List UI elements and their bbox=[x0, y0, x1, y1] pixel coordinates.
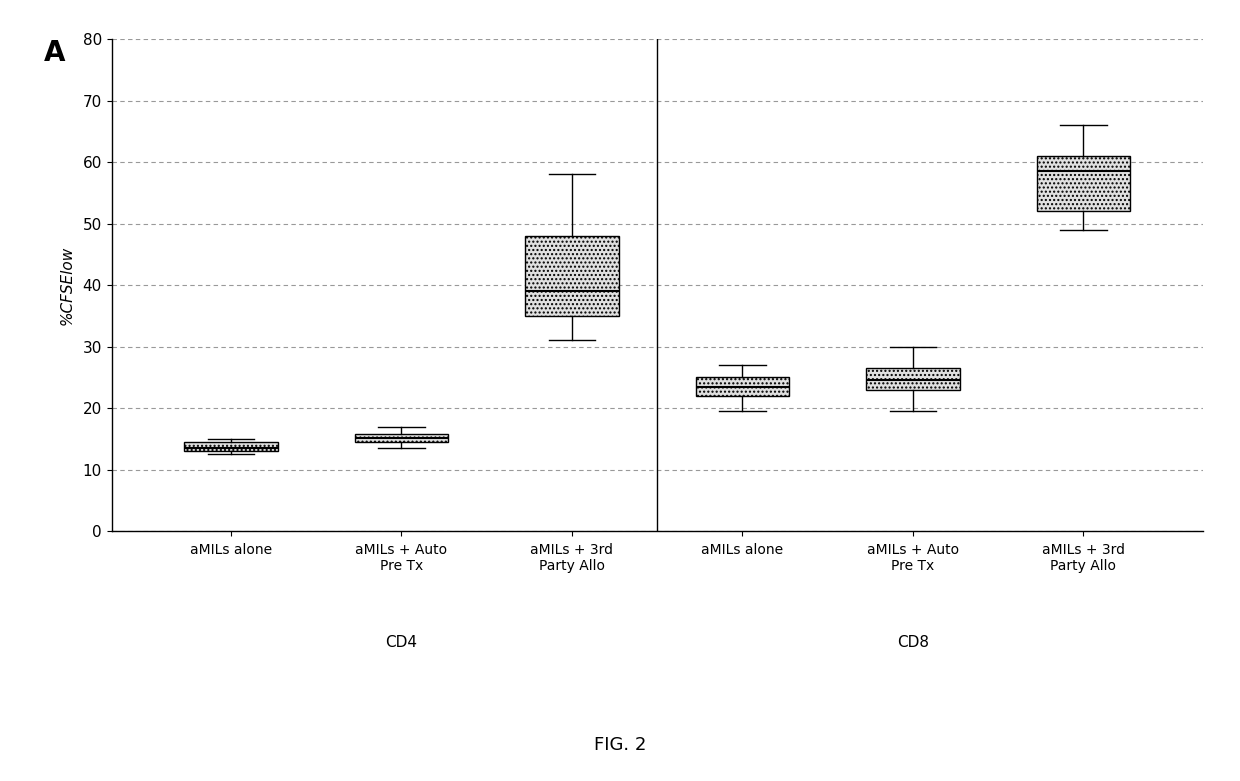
PathPatch shape bbox=[355, 434, 449, 442]
Text: CD8: CD8 bbox=[897, 635, 929, 651]
PathPatch shape bbox=[1037, 156, 1131, 211]
PathPatch shape bbox=[866, 368, 960, 390]
Text: A: A bbox=[43, 39, 64, 67]
PathPatch shape bbox=[696, 377, 790, 396]
Text: FIG. 2: FIG. 2 bbox=[594, 736, 646, 754]
PathPatch shape bbox=[184, 442, 278, 451]
Y-axis label: %CFSElow: %CFSElow bbox=[60, 245, 74, 325]
Text: CD4: CD4 bbox=[386, 635, 418, 651]
PathPatch shape bbox=[525, 236, 619, 316]
